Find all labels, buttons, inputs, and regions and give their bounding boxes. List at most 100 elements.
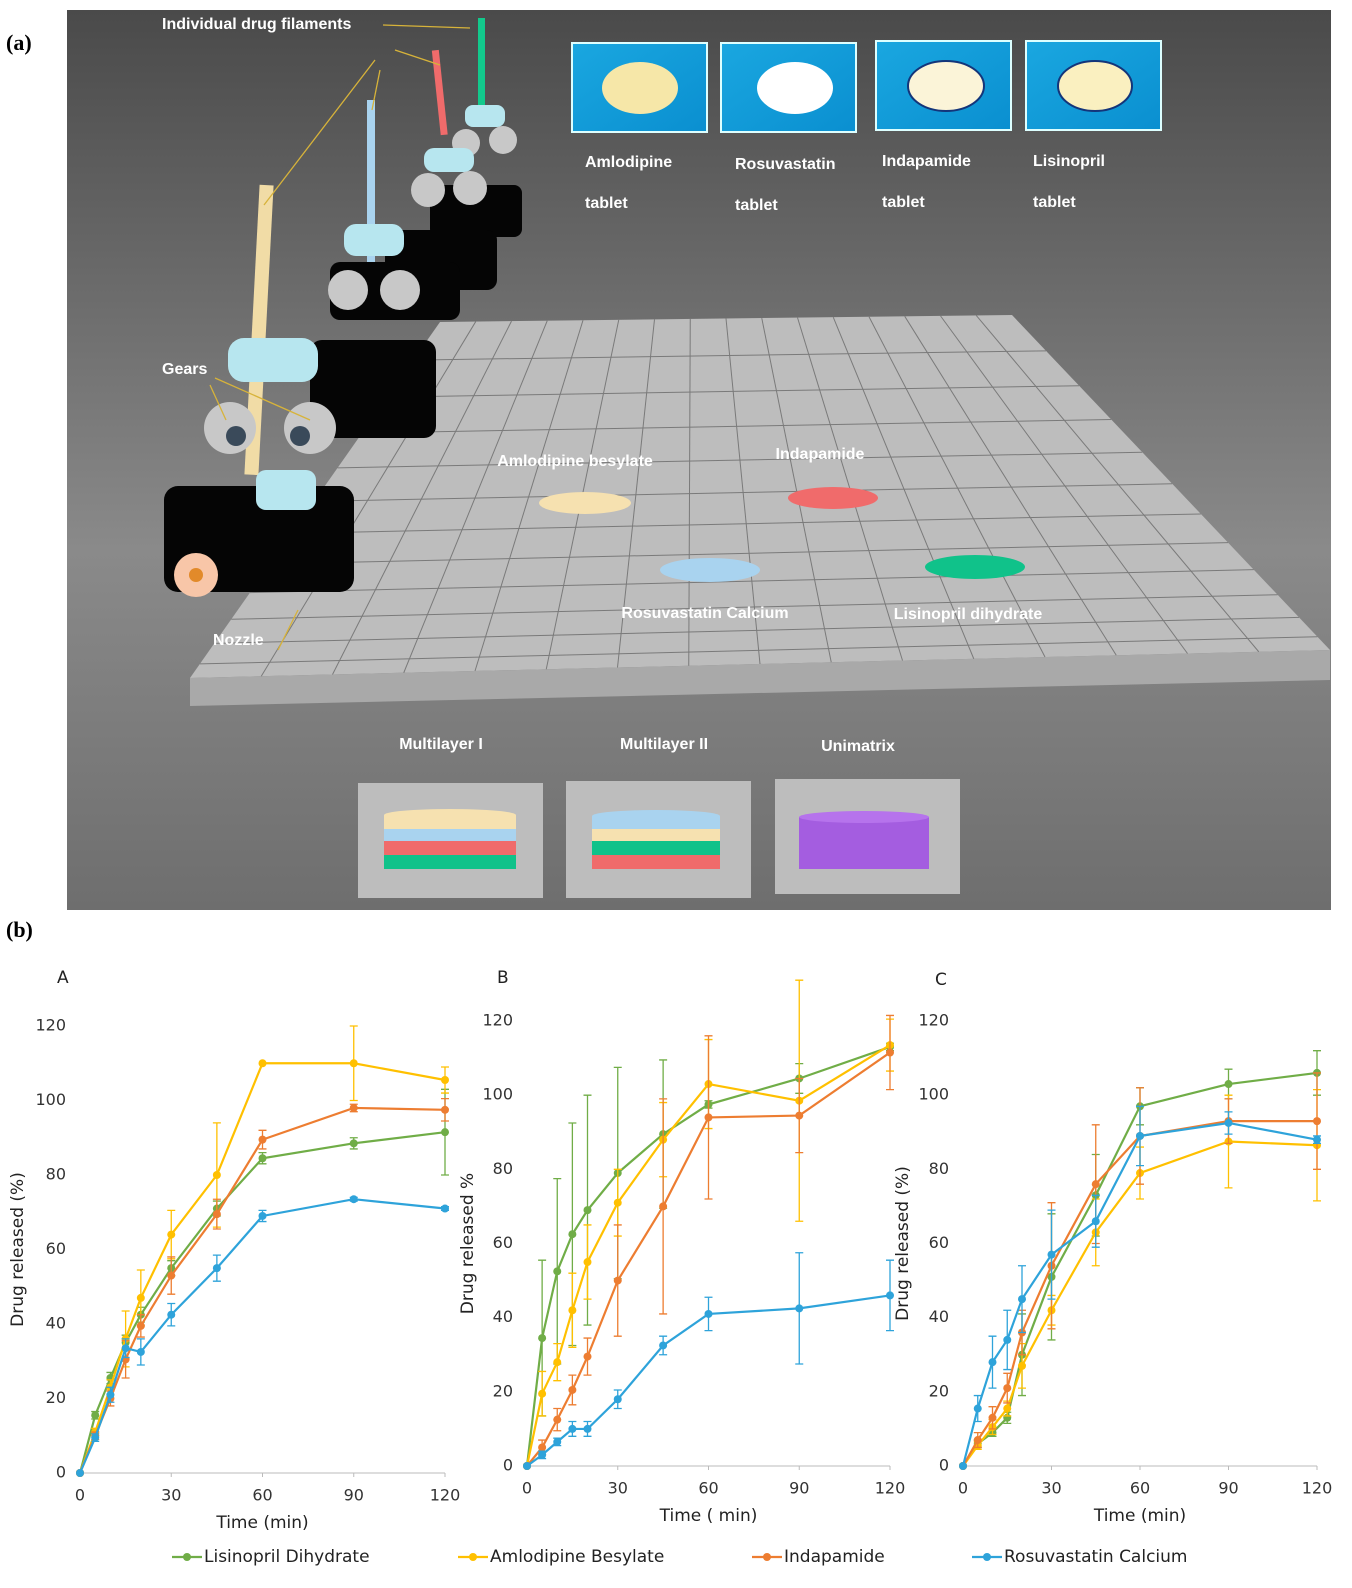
data-point <box>106 1391 114 1399</box>
data-point <box>1048 1251 1056 1259</box>
data-point <box>614 1395 622 1403</box>
y-tick-label: 100 <box>918 1085 949 1104</box>
data-point <box>553 1267 561 1275</box>
y-tick-label: 0 <box>939 1456 949 1475</box>
data-point <box>259 1136 267 1144</box>
data-point <box>538 1443 546 1451</box>
data-point <box>213 1264 221 1272</box>
data-point <box>137 1294 145 1302</box>
chart-title: B <box>497 968 509 988</box>
data-point <box>584 1353 592 1361</box>
data-point <box>350 1059 358 1067</box>
tablet-label: Rosuvastatin <box>735 156 835 173</box>
data-point <box>1003 1384 1011 1392</box>
tablet-label: Indapamide <box>882 153 971 170</box>
data-point <box>795 1112 803 1120</box>
data-point <box>167 1272 175 1280</box>
legend-label: Amlodipine Besylate <box>490 1547 664 1567</box>
x-tick-label: 90 <box>789 1479 809 1498</box>
y-tick-label: 60 <box>493 1233 513 1252</box>
y-tick-label: 60 <box>929 1233 949 1252</box>
data-point <box>568 1386 576 1394</box>
data-point <box>568 1425 576 1433</box>
panel-label: (b) <box>6 917 33 942</box>
legend-label: Indapamide <box>784 1547 885 1567</box>
y-tick-label: 60 <box>46 1239 66 1258</box>
data-point <box>553 1416 561 1424</box>
y-axis-label: Drug released (%) <box>8 1172 28 1327</box>
disc-label: Amlodipine besylate <box>497 453 653 470</box>
data-point <box>213 1210 221 1218</box>
data-point <box>538 1390 546 1398</box>
data-point <box>974 1405 982 1413</box>
data-point <box>568 1306 576 1314</box>
disc-label: Indapamide <box>776 446 865 463</box>
data-point <box>91 1434 99 1442</box>
data-point <box>122 1344 130 1352</box>
y-tick-label: 0 <box>503 1456 513 1475</box>
y-axis-label: Drug released % <box>458 1173 478 1314</box>
legend-marker <box>763 1553 771 1561</box>
data-point <box>213 1171 221 1179</box>
tablet-label: tablet <box>735 197 778 214</box>
y-tick-label: 120 <box>35 1016 66 1035</box>
data-point <box>167 1231 175 1239</box>
tablet-label: Lisinopril <box>1033 153 1105 170</box>
data-point <box>1003 1336 1011 1344</box>
x-tick-label: 120 <box>1302 1479 1333 1498</box>
x-tick-label: 120 <box>430 1486 461 1505</box>
data-point <box>989 1358 997 1366</box>
x-tick-label: 90 <box>344 1486 364 1505</box>
data-point <box>523 1462 531 1470</box>
data-point <box>1018 1295 1026 1303</box>
x-tick-label: 60 <box>1130 1479 1150 1498</box>
data-point <box>441 1076 449 1084</box>
x-tick-label: 30 <box>161 1486 181 1505</box>
y-axis-label: Drug released (%) <box>893 1166 913 1321</box>
data-point <box>137 1348 145 1356</box>
tablet-label: Amlodipine <box>585 154 672 171</box>
x-tick-label: 0 <box>522 1479 532 1498</box>
data-point <box>705 1310 713 1318</box>
x-axis-label: Time (min) <box>1093 1506 1186 1526</box>
data-point <box>1018 1362 1026 1370</box>
annotation: Gears <box>162 361 207 378</box>
chart-title: A <box>57 968 69 988</box>
x-tick-label: 30 <box>608 1479 628 1498</box>
y-tick-label: 120 <box>482 1011 513 1030</box>
chart-title: C <box>935 970 947 990</box>
data-point <box>553 1358 561 1366</box>
x-tick-label: 60 <box>252 1486 272 1505</box>
dosage-forms <box>358 779 960 898</box>
y-tick-label: 20 <box>46 1388 66 1407</box>
data-point <box>1225 1080 1233 1088</box>
series-line <box>80 1063 445 1473</box>
data-point <box>659 1202 667 1210</box>
data-point <box>137 1322 145 1330</box>
data-point <box>584 1425 592 1433</box>
data-point <box>538 1334 546 1342</box>
design-label: Unimatrix <box>821 738 895 755</box>
data-point <box>441 1205 449 1213</box>
data-point <box>1225 1119 1233 1127</box>
legend-marker <box>469 1553 477 1561</box>
disc-label: Lisinopril dihydrate <box>894 606 1043 623</box>
legend-marker <box>983 1553 991 1561</box>
y-tick-label: 100 <box>482 1085 513 1104</box>
data-point <box>989 1414 997 1422</box>
legend-label: Rosuvastatin Calcium <box>1004 1547 1187 1567</box>
series-line <box>80 1199 445 1473</box>
data-point <box>1092 1180 1100 1188</box>
data-point <box>584 1258 592 1266</box>
page: {"panel_a": {"label": "(a)", "filaments"… <box>0 0 1352 1588</box>
data-point <box>259 1154 267 1162</box>
data-point <box>350 1195 358 1203</box>
tablet-label: tablet <box>882 194 925 211</box>
x-tick-label: 60 <box>698 1479 718 1498</box>
figure: (a) <box>0 0 1352 1588</box>
y-tick-label: 40 <box>493 1307 513 1326</box>
y-tick-label: 120 <box>918 1011 949 1030</box>
data-point <box>259 1212 267 1220</box>
data-point <box>167 1311 175 1319</box>
y-tick-label: 100 <box>35 1090 66 1109</box>
